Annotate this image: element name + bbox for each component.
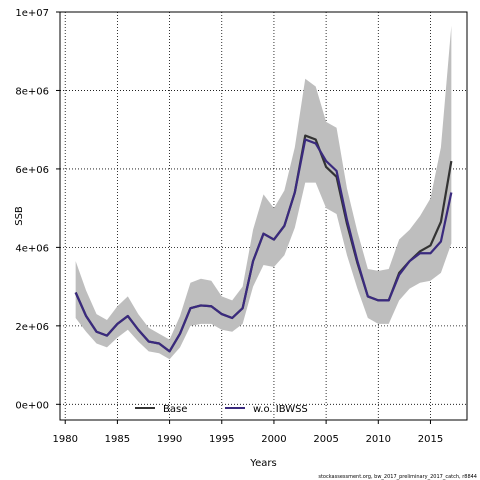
legend-label-base: Base [163,404,187,415]
series-lines-layer [74,134,453,353]
y-tick-label: 1e+07 [15,8,49,19]
y-axis-title: SSB [14,206,25,226]
y-tick-label: 0e+00 [15,400,49,411]
x-tick-label: 1990 [157,434,182,445]
series-line-wo-ibwss [74,138,453,353]
x-tick-label: 1985 [105,434,130,445]
x-tick-label: 1995 [209,434,234,445]
confidence-band [75,25,452,360]
legend-label-wo-ibwss: w.o. IBWSS [253,404,308,415]
x-tick-label: 2015 [418,434,443,445]
plot-frame [59,11,468,421]
x-tick-label: 2005 [313,434,338,445]
x-tick-label: 2000 [261,434,286,445]
x-axis: 1980 1985 1990 1995 2000 2005 2010 2015 [52,420,443,445]
y-tick-label: 4e+06 [15,243,49,254]
x-axis-title: Years [249,458,276,469]
y-tick-label: 2e+06 [15,322,49,333]
confidence-band-layer [75,25,452,360]
y-axis: 0e+00 2e+06 4e+06 6e+06 8e+06 1e+07 [15,8,60,411]
y-tick-label: 6e+06 [15,165,49,176]
credit-text: stockassessment.org, bw_2017_preliminary… [318,474,477,480]
x-tick-label: 1980 [52,434,77,445]
legend: Base w.o. IBWSS [135,404,308,415]
x-tick-label: 2010 [366,434,391,445]
y-tick-label: 8e+06 [15,86,49,97]
